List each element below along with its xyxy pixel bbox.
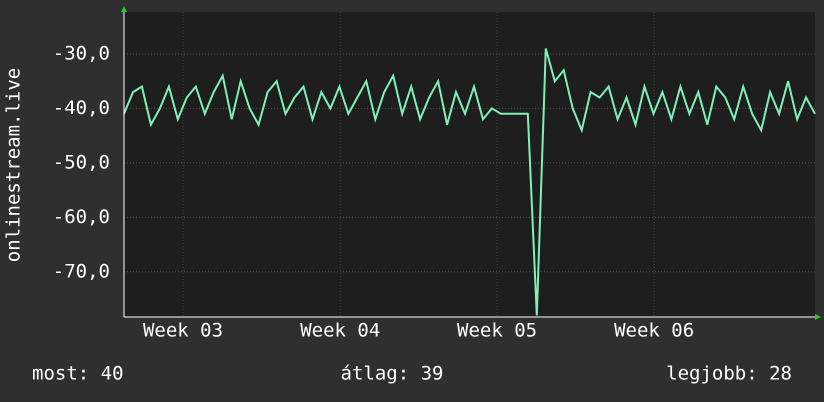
footer-average: átlag: 39 xyxy=(341,363,444,385)
y-tick-label: -50,0 xyxy=(53,151,110,173)
footer-current: most: 40 xyxy=(32,363,124,385)
y-tick-label: -60,0 xyxy=(53,206,110,228)
y-axis-arrow xyxy=(121,6,127,12)
y-tick-label: -30,0 xyxy=(53,42,110,64)
plot-area xyxy=(124,12,815,317)
x-tick-label: Week 03 xyxy=(143,320,223,342)
y-tick-label: -40,0 xyxy=(53,97,110,119)
x-tick-label: Week 06 xyxy=(614,320,694,342)
y-tick-label: -70,0 xyxy=(53,260,110,282)
x-tick-label: Week 05 xyxy=(457,320,537,342)
data-line xyxy=(123,48,816,316)
y-axis-label: onlinestream.live xyxy=(3,68,25,262)
x-tick-label: Week 04 xyxy=(300,320,380,342)
footer-best: legjobb: 28 xyxy=(666,363,792,385)
x-axis-arrow xyxy=(815,314,821,320)
